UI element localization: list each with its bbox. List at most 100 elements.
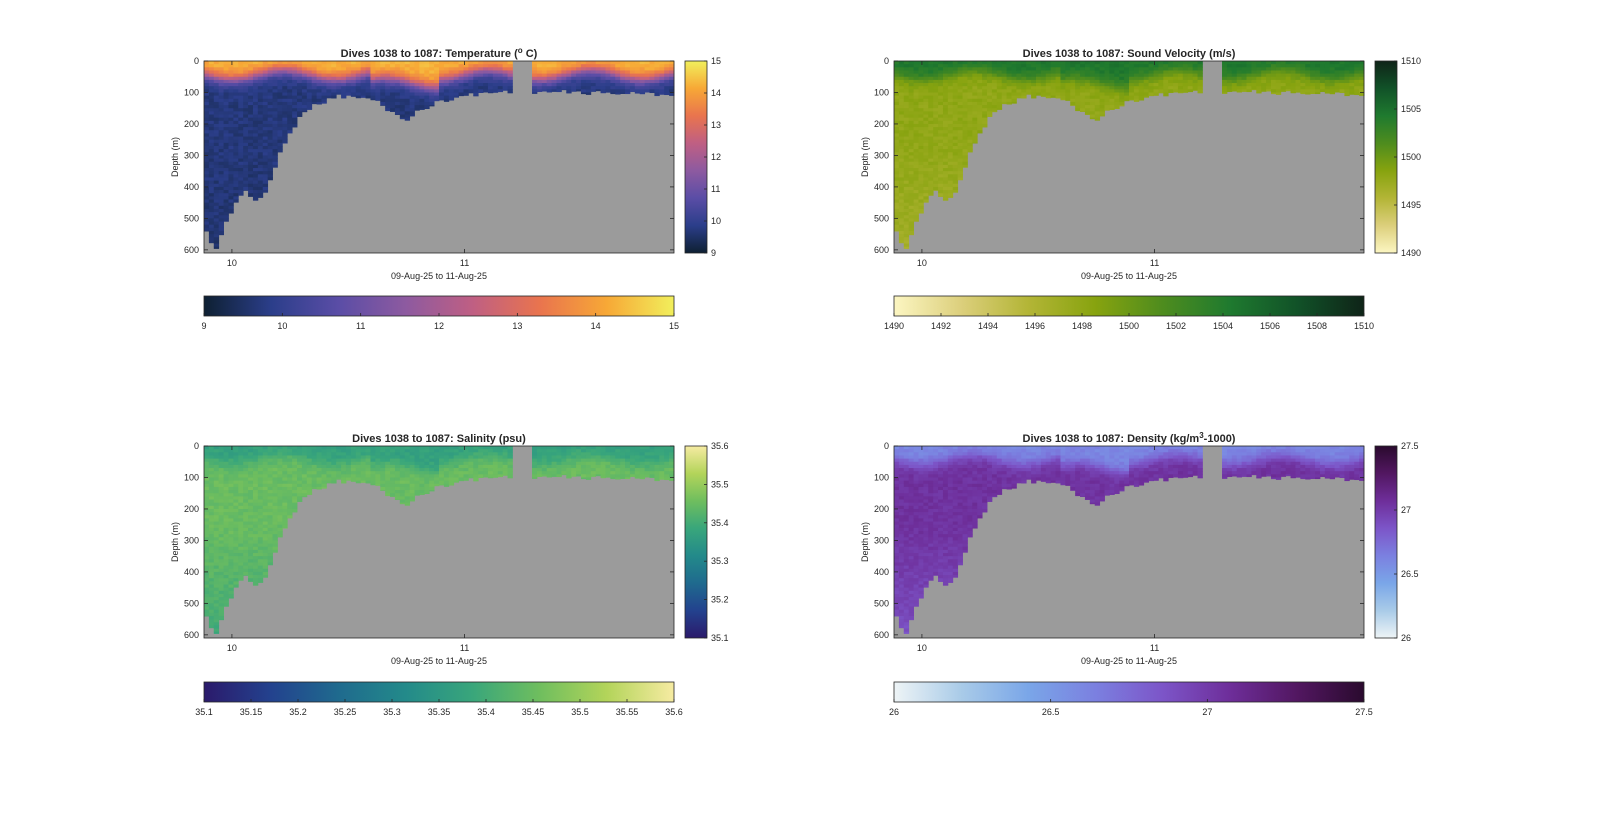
heatmap-cell <box>297 461 303 466</box>
heatmap-cell <box>292 468 298 472</box>
heatmap-cell <box>238 73 244 78</box>
vcb-tick-label: 1510 <box>1401 56 1421 66</box>
heatmap-cell <box>448 89 455 93</box>
heatmap-cell <box>1251 79 1257 84</box>
heatmap-cell <box>1099 101 1105 106</box>
heatmap-cell <box>409 446 415 450</box>
heatmap-cell <box>1192 83 1198 87</box>
heatmap-cell <box>262 543 269 548</box>
heatmap-cell <box>903 73 910 78</box>
heatmap-cell <box>903 101 910 106</box>
heatmap-cell <box>223 571 229 576</box>
heatmap-cell <box>213 177 220 182</box>
heatmap-cell <box>297 490 303 494</box>
heatmap-cell <box>360 83 366 87</box>
heatmap-cell <box>972 64 978 68</box>
heatmap-cell <box>962 105 968 109</box>
heatmap-cell <box>1035 67 1042 71</box>
heatmap-cell <box>967 133 973 137</box>
heatmap-cell <box>1168 61 1174 65</box>
heatmap-cell <box>272 92 278 97</box>
heatmap-cell <box>1324 83 1331 87</box>
heatmap-cell <box>282 455 288 459</box>
heatmap-cell <box>267 67 273 71</box>
heatmap-cell <box>257 493 264 497</box>
heatmap-cell <box>204 202 210 207</box>
heatmap-cell <box>972 73 978 78</box>
heatmap-cell <box>434 468 440 472</box>
heatmap-cell <box>1231 73 1238 78</box>
heatmap-cell <box>923 149 929 153</box>
heatmap-cell <box>248 61 254 65</box>
heatmap-cell <box>620 79 626 84</box>
heatmap-cell <box>385 455 391 459</box>
heatmap-cell <box>243 480 249 485</box>
heatmap-cell <box>243 79 249 84</box>
heatmap-cell <box>982 89 988 93</box>
heatmap-cell <box>1124 61 1130 65</box>
heatmap-cell <box>1060 73 1066 78</box>
heatmap-cell <box>1065 83 1071 87</box>
heatmap-cell <box>898 230 905 235</box>
heatmap-cell <box>1089 114 1096 119</box>
heatmap-cell <box>536 67 543 71</box>
heatmap-cell <box>326 461 332 466</box>
heatmap-cell <box>551 449 557 453</box>
heatmap-cell <box>394 95 401 100</box>
heatmap-cell <box>448 446 455 450</box>
heatmap-cell <box>1173 73 1179 78</box>
heatmap-cell <box>434 92 440 97</box>
heatmap-cell <box>404 449 411 453</box>
heatmap-cell <box>233 571 239 576</box>
heatmap-cell <box>287 458 293 463</box>
heatmap-cell <box>321 449 327 453</box>
heatmap-cell <box>424 483 430 488</box>
heatmap-cell <box>233 496 239 500</box>
heatmap-cell <box>1094 108 1101 112</box>
heatmap-cell <box>262 70 269 74</box>
heatmap-cell <box>228 83 234 87</box>
heatmap-cell <box>204 76 210 81</box>
heatmap-cell <box>262 502 269 507</box>
heatmap-cell <box>370 480 376 485</box>
heatmap-cell <box>208 224 215 229</box>
heatmap-cell <box>233 161 239 166</box>
heatmap-cell <box>385 471 391 475</box>
heatmap-cell <box>898 130 905 134</box>
heatmap-cell <box>894 139 900 144</box>
heatmap-cell <box>972 117 978 122</box>
heatmap-cell <box>1310 92 1316 94</box>
heatmap-cell <box>649 76 655 81</box>
heatmap-cell <box>497 464 504 469</box>
heatmap-cell <box>947 149 954 153</box>
heatmap-cell <box>414 452 420 456</box>
heatmap-cell <box>409 95 415 100</box>
heatmap-cell <box>1319 79 1326 84</box>
heatmap-cell <box>639 86 646 90</box>
heatmap-cell <box>634 61 641 65</box>
heatmap-cell <box>414 73 420 78</box>
heatmap-cell <box>282 136 288 141</box>
heatmap-cell <box>292 61 298 65</box>
heatmap-cell <box>218 133 224 137</box>
heatmap-cell <box>487 474 494 478</box>
heatmap-cell <box>223 180 229 185</box>
heatmap-cell <box>1055 70 1061 74</box>
heatmap-cell <box>1070 86 1076 90</box>
heatmap-cell <box>1354 76 1360 81</box>
hcb-tick-label: 1490 <box>884 321 904 331</box>
heatmap-cell <box>394 483 401 488</box>
heatmap-cell <box>634 73 641 78</box>
heatmap-cell <box>394 464 401 469</box>
heatmap-cell <box>1349 89 1355 93</box>
heatmap-cell <box>942 86 949 90</box>
heatmap-cell <box>360 464 366 469</box>
heatmap-cell <box>297 480 303 485</box>
heatmap-cell <box>903 70 910 74</box>
heatmap-cell <box>497 471 504 475</box>
heatmap-cell <box>571 64 577 68</box>
heatmap-cell <box>370 464 376 469</box>
heatmap-cell <box>282 477 288 482</box>
heatmap-cell <box>208 452 215 456</box>
heatmap-cell <box>390 477 396 482</box>
